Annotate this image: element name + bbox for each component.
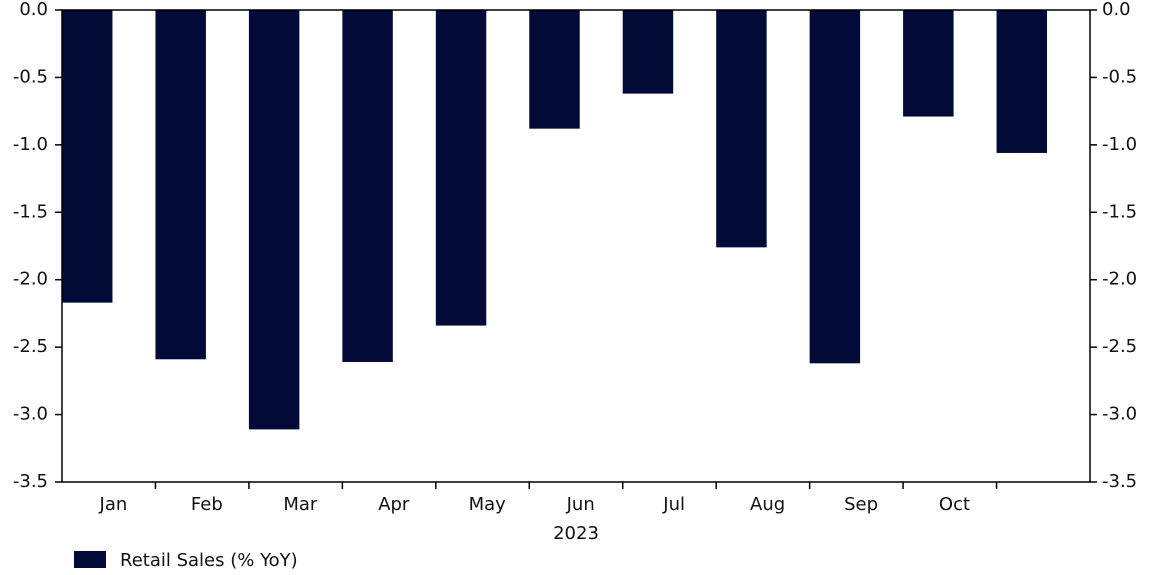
y-tick-label: -2.0 — [13, 269, 48, 290]
y2-tick-label: -1.0 — [1102, 134, 1137, 155]
x-tick-label: Sep — [844, 494, 878, 515]
y-tick-label: -0.5 — [13, 66, 48, 87]
y-tick-label: -1.5 — [13, 201, 48, 222]
bar — [716, 10, 767, 248]
legend-label: Retail Sales (% YoY) — [120, 550, 298, 571]
bar — [809, 10, 861, 364]
y2-tick-label: -1.5 — [1102, 201, 1137, 222]
x-tick-label: Jun — [566, 494, 595, 515]
bar — [248, 10, 300, 430]
y-tick-label: -3.5 — [13, 471, 48, 492]
y2-tick-label: -2.5 — [1102, 336, 1137, 357]
x-tick-label: Apr — [378, 494, 410, 515]
y-tick-label: -3.0 — [13, 404, 48, 425]
bar — [903, 10, 954, 117]
y2-tick-label: 0.0 — [1102, 0, 1131, 20]
bar — [342, 10, 393, 362]
bar — [996, 10, 1048, 153]
bar — [435, 10, 487, 326]
x-tick-label: Jan — [99, 494, 128, 515]
bar — [155, 10, 206, 360]
legend-swatch — [74, 551, 106, 568]
bar — [622, 10, 674, 94]
y2-tick-label: -2.0 — [1102, 269, 1137, 290]
x-tick-label: Oct — [939, 494, 970, 515]
x-axis-label: 2023 — [553, 523, 599, 544]
y-tick-label: -2.5 — [13, 336, 48, 357]
y2-tick-label: -3.5 — [1102, 471, 1137, 492]
x-tick-label: Mar — [283, 494, 318, 515]
y2-tick-label: -0.5 — [1102, 66, 1137, 87]
y-tick-label: -1.0 — [13, 134, 48, 155]
bar — [529, 10, 580, 129]
y-tick-label: 0.0 — [19, 0, 48, 20]
x-tick-label: Feb — [191, 494, 223, 515]
x-tick-label: Aug — [750, 494, 785, 515]
bar — [62, 10, 113, 303]
x-tick-label: Jul — [662, 494, 685, 515]
y2-tick-label: -3.0 — [1102, 404, 1137, 425]
x-tick-label: May — [469, 494, 507, 515]
